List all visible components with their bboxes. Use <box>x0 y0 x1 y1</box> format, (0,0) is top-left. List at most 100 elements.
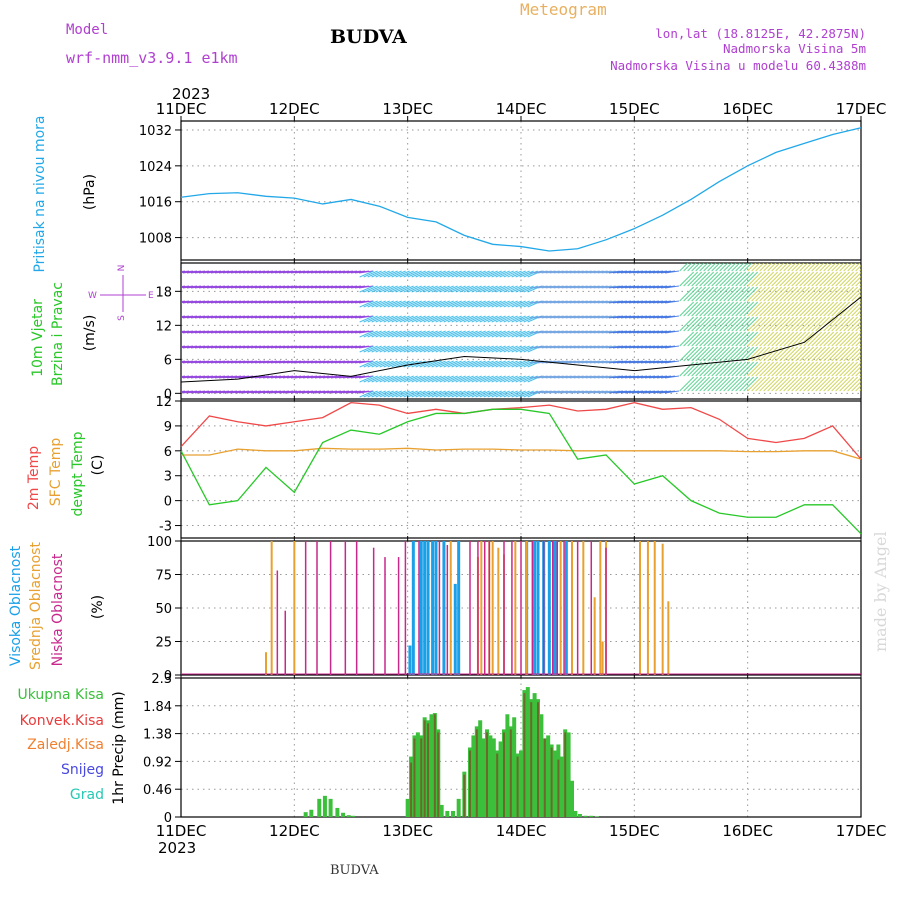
wind-barb <box>632 285 648 289</box>
precip-bar <box>559 756 564 817</box>
precip-bar <box>583 815 588 817</box>
wind-barb <box>589 300 604 304</box>
wind-barb <box>707 376 723 392</box>
wind-barb <box>819 286 835 302</box>
wind-barb <box>787 361 803 377</box>
cloud-bar <box>438 541 441 675</box>
wind-barb <box>210 330 226 334</box>
wind-barb <box>683 376 699 392</box>
wind-barb <box>632 300 648 304</box>
wind-barb <box>459 375 474 383</box>
wind-barb <box>250 330 266 334</box>
wind-barb <box>455 285 470 293</box>
wind-barb <box>214 375 230 379</box>
wind-barb <box>475 300 490 308</box>
wind-barb <box>334 300 350 304</box>
wind-barb <box>334 285 350 289</box>
model-name: wrf-nmm_v3.9.1 e1km <box>66 49 238 67</box>
cloud-bar <box>576 541 579 675</box>
wind-barb <box>367 270 382 278</box>
wind-barb <box>691 376 707 392</box>
wind-barb <box>387 330 402 338</box>
wind-barb <box>616 285 632 289</box>
wind-barb <box>383 345 398 353</box>
wind-barb <box>811 331 827 347</box>
precip-bar <box>410 762 413 817</box>
wind-barb <box>451 300 466 308</box>
wind-barb <box>182 300 198 304</box>
wind-barb <box>479 300 494 308</box>
precip-bar <box>445 810 450 817</box>
wind-barb <box>723 271 739 287</box>
wind-barb <box>230 285 246 289</box>
wind-barb <box>262 360 278 364</box>
wind-barb <box>664 315 680 319</box>
bottom-date-label: 12DEC <box>269 822 320 840</box>
wind-barb <box>358 375 374 379</box>
wind-barb <box>640 360 656 364</box>
wind-barb <box>375 285 390 293</box>
wind-barb <box>202 360 218 364</box>
precip-bar <box>525 687 530 817</box>
wind-barb <box>483 270 498 278</box>
wind-barb <box>652 285 668 289</box>
wind-barb <box>515 270 530 278</box>
wind-barb <box>660 285 676 289</box>
wind-barb <box>549 315 564 319</box>
wind-barb <box>250 300 266 304</box>
wind-barb <box>557 285 572 289</box>
wind-barb <box>561 360 576 364</box>
wind-barb <box>302 375 318 379</box>
wind-barb <box>234 390 250 394</box>
wind-barb <box>711 271 727 287</box>
wind-barb <box>314 375 330 379</box>
wind-barb <box>350 285 366 289</box>
wind-barb <box>443 345 458 353</box>
precip-bar <box>509 729 512 817</box>
wind-barb <box>411 300 426 308</box>
wind-barb <box>719 263 729 272</box>
wind-barb <box>707 286 723 302</box>
wind-barb <box>612 285 628 289</box>
wind-barb <box>423 360 438 368</box>
wind-barb <box>202 375 218 379</box>
wind-barb <box>553 330 568 334</box>
wind-barb <box>759 316 775 332</box>
wind-barb <box>266 300 282 304</box>
wind-barb <box>358 315 374 319</box>
wind-barb <box>314 285 330 289</box>
wind-barb <box>683 263 693 272</box>
wind-barb <box>479 360 494 368</box>
wind-barb <box>723 301 739 317</box>
wind-barb <box>807 331 823 347</box>
wind-barb <box>471 360 486 368</box>
wind-barb <box>242 300 258 304</box>
wind-barb <box>443 360 458 368</box>
y-tick-label: 1024 <box>139 160 172 175</box>
wind-barb <box>519 315 534 323</box>
wind-barb <box>660 345 676 349</box>
wind-barb <box>294 375 310 379</box>
wind-barb <box>246 345 262 349</box>
wind-barb <box>581 360 596 364</box>
wind-barb <box>181 270 194 274</box>
wind-barb <box>334 330 350 334</box>
wind-barb <box>483 375 498 383</box>
wind-barb <box>855 324 861 332</box>
wind-barb <box>695 331 711 347</box>
wind-barb <box>533 315 548 319</box>
wind-barb <box>835 331 851 347</box>
wind-barb <box>451 330 466 338</box>
wind-barb <box>707 263 717 272</box>
wind-barb <box>743 263 753 272</box>
wind-barb <box>403 330 418 338</box>
wind-barb <box>553 315 568 319</box>
wind-barb <box>616 345 632 349</box>
wind-barb <box>334 315 350 319</box>
wind-barb <box>624 315 640 319</box>
wind-barb <box>656 300 672 304</box>
wind-barb <box>483 330 498 338</box>
wind-barb <box>779 331 795 347</box>
wind-barb <box>387 300 402 308</box>
wind-barb <box>491 270 506 278</box>
